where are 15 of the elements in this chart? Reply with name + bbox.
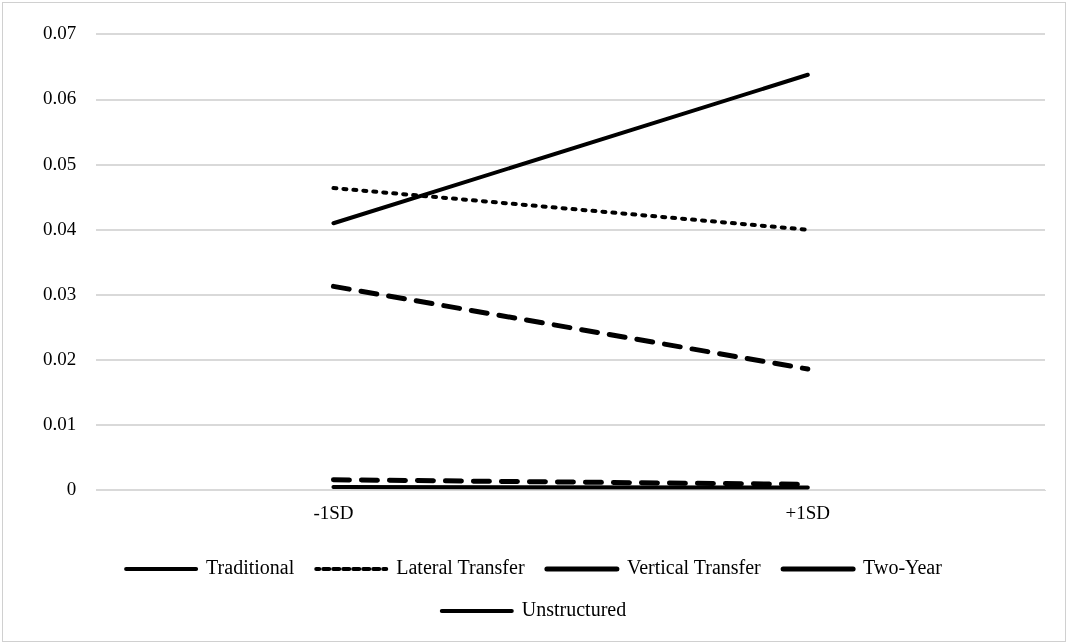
y-tick-label: 0.07 bbox=[43, 22, 77, 44]
y-tick-label: 0.05 bbox=[43, 152, 77, 174]
legend-label: Traditional bbox=[206, 556, 295, 579]
y-tick-label: 0.03 bbox=[43, 282, 77, 304]
y-tick-label: 0.06 bbox=[43, 87, 77, 109]
y-tick-label: 0.01 bbox=[43, 413, 77, 435]
x-tick-label: -1SD bbox=[313, 501, 354, 523]
legend-label: Lateral Transfer bbox=[396, 556, 525, 579]
legend-label: Two-Year bbox=[863, 556, 943, 579]
legend-label: Unstructured bbox=[521, 598, 627, 621]
legend-label: Vertical Transfer bbox=[626, 556, 762, 579]
y-tick-label: 0.02 bbox=[43, 347, 77, 369]
y-tick-label: 0 bbox=[66, 478, 77, 500]
y-tick-label: 0.04 bbox=[43, 217, 77, 239]
x-tick-label: +1SD bbox=[785, 501, 831, 523]
